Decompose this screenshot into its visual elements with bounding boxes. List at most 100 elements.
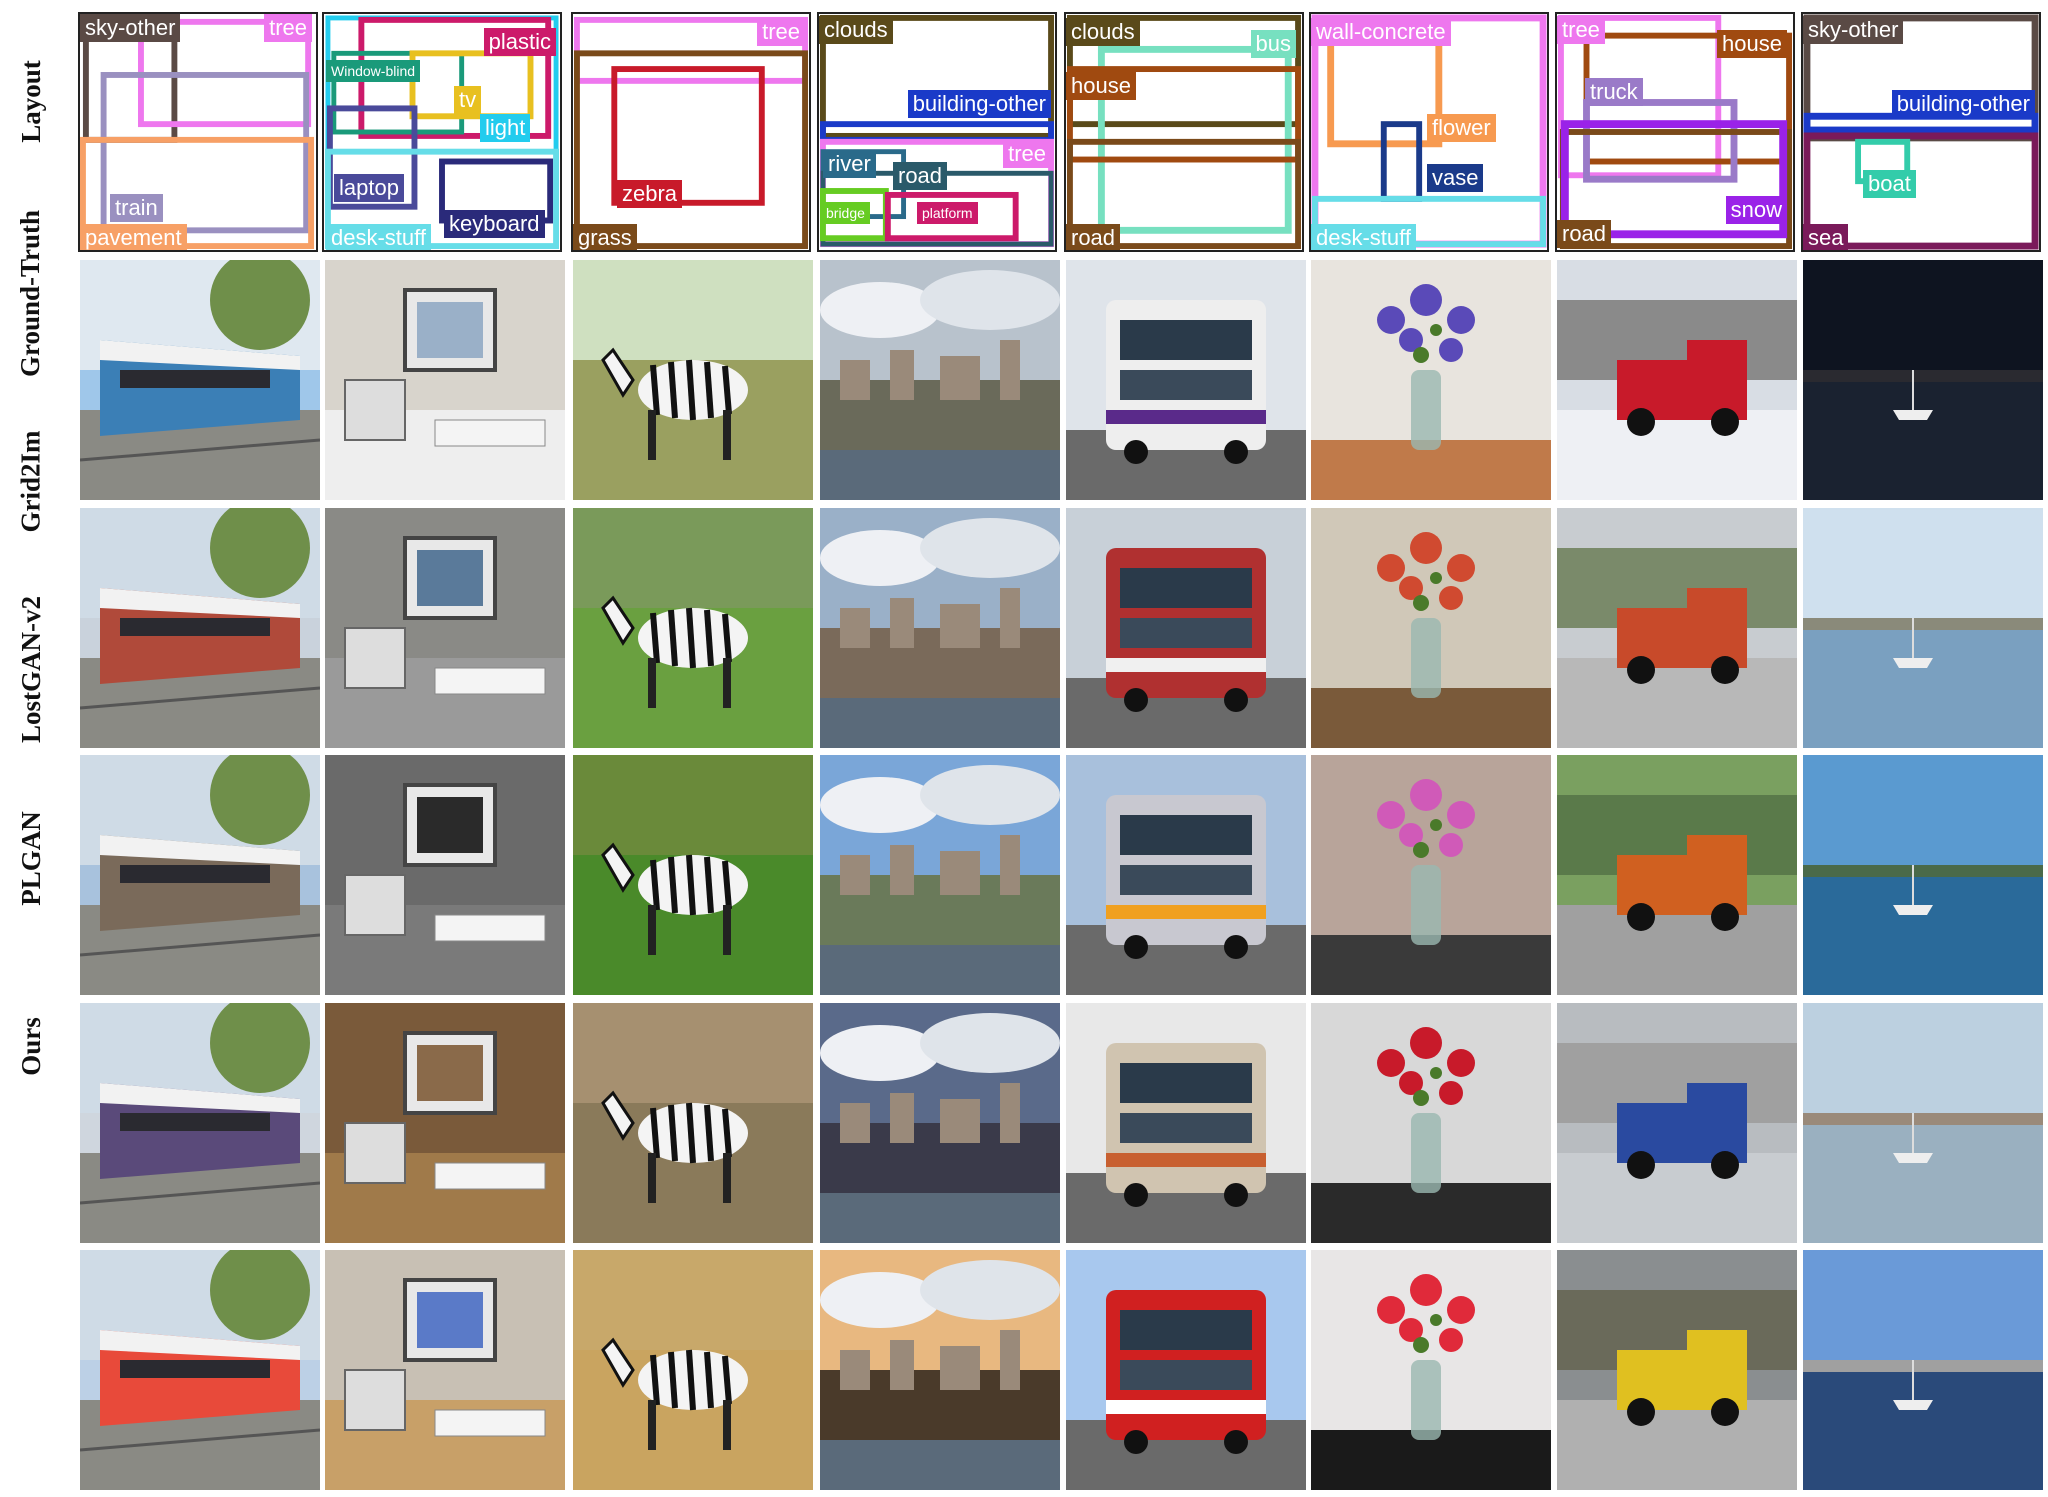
row-label-text: Ours (15, 1016, 46, 1076)
layout-label: house (1717, 30, 1787, 58)
layout-boxes (324, 15, 560, 250)
row-label-text: Layout (15, 59, 46, 143)
ground-truth-image-vase (1311, 260, 1551, 500)
layout-boxes (1803, 14, 2039, 250)
layout-label: vase (1427, 164, 1484, 192)
layout-label: sky-other (80, 14, 181, 42)
lostgan-v2-image-truck (1557, 755, 1797, 995)
row-label-ground-truth: Ground-Truth (0, 200, 62, 386)
layout-label: plastic (483, 28, 556, 56)
layout-label: tree (1003, 140, 1051, 168)
grid2im-image-vase (1311, 508, 1551, 748)
plgan-image-zebra (573, 1003, 813, 1243)
layout-label: zebra (617, 180, 683, 208)
ours-image-train (80, 1250, 320, 1490)
layout-label: pavement (80, 224, 187, 250)
grid2im-image-sea (1803, 508, 2043, 748)
layout-label: tree (264, 14, 312, 42)
layout-label: tree (757, 18, 805, 46)
lostgan-v2-image-city (820, 755, 1060, 995)
layout-label: clouds (1066, 18, 1140, 46)
layout-label: sea (1803, 224, 1849, 250)
layout-label: keyboard (444, 210, 545, 238)
layout-label: light (480, 114, 531, 142)
row-label-grid2im: Grid2Im (0, 388, 62, 574)
layout-label: truck (1585, 78, 1643, 106)
layout-label: flower (1427, 114, 1496, 142)
plgan-image-truck (1557, 1003, 1797, 1243)
grid2im-image-truck (1557, 508, 1797, 748)
layout-5: clouds bus house road (1064, 12, 1304, 252)
layout-boxes (1066, 14, 1302, 250)
plgan-image-sea (1803, 1003, 2043, 1243)
layout-label: snow (1725, 196, 1787, 224)
layout-4: clouds building-other tree river road br… (817, 12, 1057, 252)
layout-boxes (573, 16, 809, 250)
ground-truth-image-desk (325, 260, 565, 500)
layout-label: laptop (334, 174, 404, 202)
plgan-image-bus (1066, 1003, 1306, 1243)
layout-label: sky-other (1803, 16, 1904, 44)
row-label-layout: Layout (0, 8, 62, 194)
lostgan-v2-image-sea (1803, 755, 2043, 995)
lostgan-v2-image-train (80, 755, 320, 995)
layout-label: clouds (819, 16, 893, 44)
ours-image-sea (1803, 1250, 2043, 1490)
row-label-text: LostGAN-v2 (15, 595, 46, 743)
row-label-text: Grid2Im (15, 429, 46, 533)
lostgan-v2-image-bus (1066, 755, 1306, 995)
row-label-text: PLGAN (15, 810, 46, 906)
layout-3: tree zebra grass (571, 12, 811, 252)
layout-label: tree (1557, 16, 1605, 44)
grid2im-image-bus (1066, 508, 1306, 748)
grid2im-image-zebra (573, 508, 813, 748)
row-label-ours: Ours (0, 953, 62, 1139)
grid2im-image-city (820, 508, 1060, 748)
ground-truth-image-city (820, 260, 1060, 500)
layout-7: tree house truck road snow (1555, 12, 1795, 252)
layout-label: house (1066, 72, 1136, 100)
layout-label: building-other (1891, 90, 2035, 118)
plgan-image-vase (1311, 1003, 1551, 1243)
lostgan-v2-image-zebra (573, 755, 813, 995)
ours-image-bus (1066, 1250, 1306, 1490)
layout-label: boat (1863, 170, 1916, 198)
layout-label: desk-stuff (1311, 224, 1416, 250)
layout-label: wall-concrete (1311, 18, 1451, 46)
ground-truth-image-truck (1557, 260, 1797, 500)
layout-label: tv (454, 86, 482, 114)
ours-image-truck (1557, 1250, 1797, 1490)
ground-truth-image-train (80, 260, 320, 500)
ground-truth-image-zebra (573, 260, 813, 500)
layout-boxes (1311, 14, 1547, 248)
layout-1: sky-other tree train pavement (78, 12, 318, 252)
layout-label: desk-stuff (326, 224, 431, 250)
ours-image-city (820, 1250, 1060, 1490)
plgan-image-train (80, 1003, 320, 1243)
layout-label: grass (573, 224, 637, 250)
plgan-image-city (820, 1003, 1060, 1243)
layout-2: plastic Window-blind tv light laptop key… (322, 12, 562, 252)
layout-label: platform (917, 202, 978, 224)
ground-truth-image-sea (1803, 260, 2043, 500)
ours-image-vase (1311, 1250, 1551, 1490)
layout-6: wall-concrete flower vase desk-stuff (1309, 12, 1549, 252)
layout-label: road (893, 162, 948, 190)
row-label-plgan: PLGAN (0, 765, 62, 951)
grid2im-image-train (80, 508, 320, 748)
row-label-text: Ground-Truth (15, 209, 46, 377)
layout-label: bridge (821, 202, 870, 224)
layout-label: train (110, 194, 163, 222)
grid2im-image-desk (325, 508, 565, 748)
plgan-image-desk (325, 1003, 565, 1243)
ground-truth-image-bus (1066, 260, 1306, 500)
layout-label: Window-blind (326, 60, 421, 82)
layout-label: bus (1250, 30, 1296, 58)
ours-image-desk (325, 1250, 565, 1490)
layout-8: sky-other building-other boat sea (1801, 12, 2041, 252)
lostgan-v2-image-vase (1311, 755, 1551, 995)
layout-label: road (1557, 220, 1612, 248)
row-label-lostgan-v2: LostGAN-v2 (0, 576, 62, 762)
layout-label: building-other (907, 90, 1051, 118)
